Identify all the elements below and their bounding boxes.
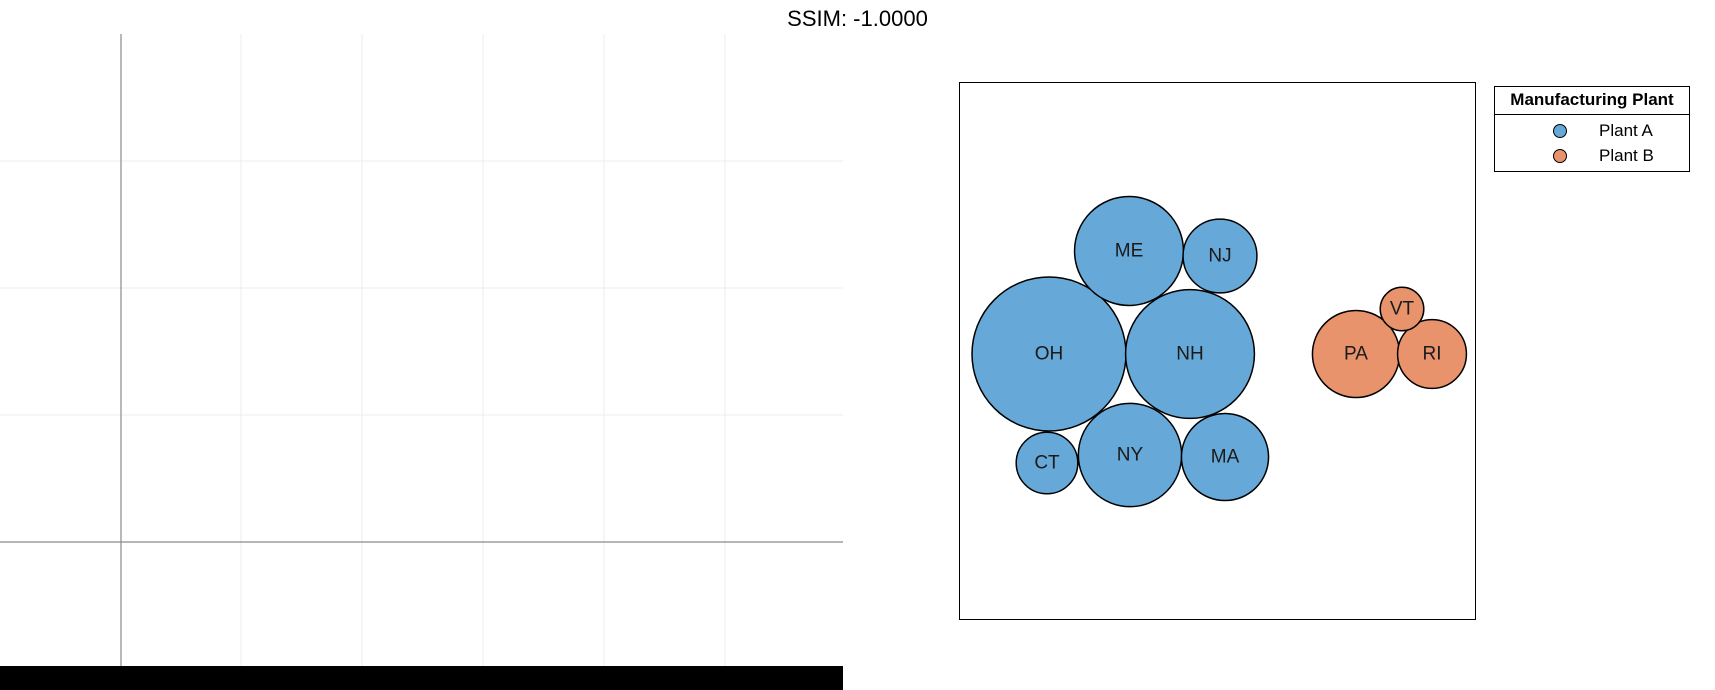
bubble-plot-area: OH NH NY ME MA NJ CT PA RI VT [959, 82, 1476, 620]
bubble-label-ma: MA [1211, 447, 1240, 468]
bubble-nh [1124, 288, 1256, 420]
bubble-label-ny: NY [1117, 445, 1144, 466]
bubble-label-pa: PA [1344, 344, 1368, 365]
chart-title: SSIM: -1.0000 [787, 6, 928, 31]
bubble-label-oh: OH [1035, 344, 1064, 365]
legend-label-plant-a: Plant A [1599, 120, 1653, 140]
bubble-vt [1379, 286, 1425, 332]
legend: Manufacturing Plant Plant A Plant B [1494, 86, 1690, 172]
bubble-chart: OH NH NY ME MA NJ CT PA RI VT [959, 82, 1476, 620]
bubble-label-vt: VT [1390, 299, 1415, 320]
bubble-plot-frame [959, 82, 1476, 620]
legend-item-plant-b: Plant B [1495, 143, 1689, 168]
legend-swatch-plant-b [1553, 148, 1567, 163]
legend-swatch-plant-a [1553, 123, 1567, 138]
bubble-ct [1015, 431, 1079, 495]
bubble-label-nh: NH [1176, 344, 1203, 365]
bubble-label-me: ME [1115, 241, 1144, 262]
bubble-label-ri: RI [1423, 344, 1442, 365]
bubble-label-ct: CT [1034, 453, 1060, 474]
bubble-ri [1396, 318, 1468, 390]
legend-title: Manufacturing Plant [1495, 87, 1689, 115]
bubble-label-nj: NJ [1208, 246, 1231, 267]
bubble-nj [1182, 218, 1258, 294]
legend-item-plant-a: Plant A [1495, 118, 1689, 143]
legend-label-plant-b: Plant B [1599, 145, 1654, 165]
bottom-black-bar [0, 666, 843, 690]
empty-plot-area [0, 34, 843, 666]
empty-line-chart [0, 34, 843, 666]
bubble-ma [1180, 412, 1270, 502]
